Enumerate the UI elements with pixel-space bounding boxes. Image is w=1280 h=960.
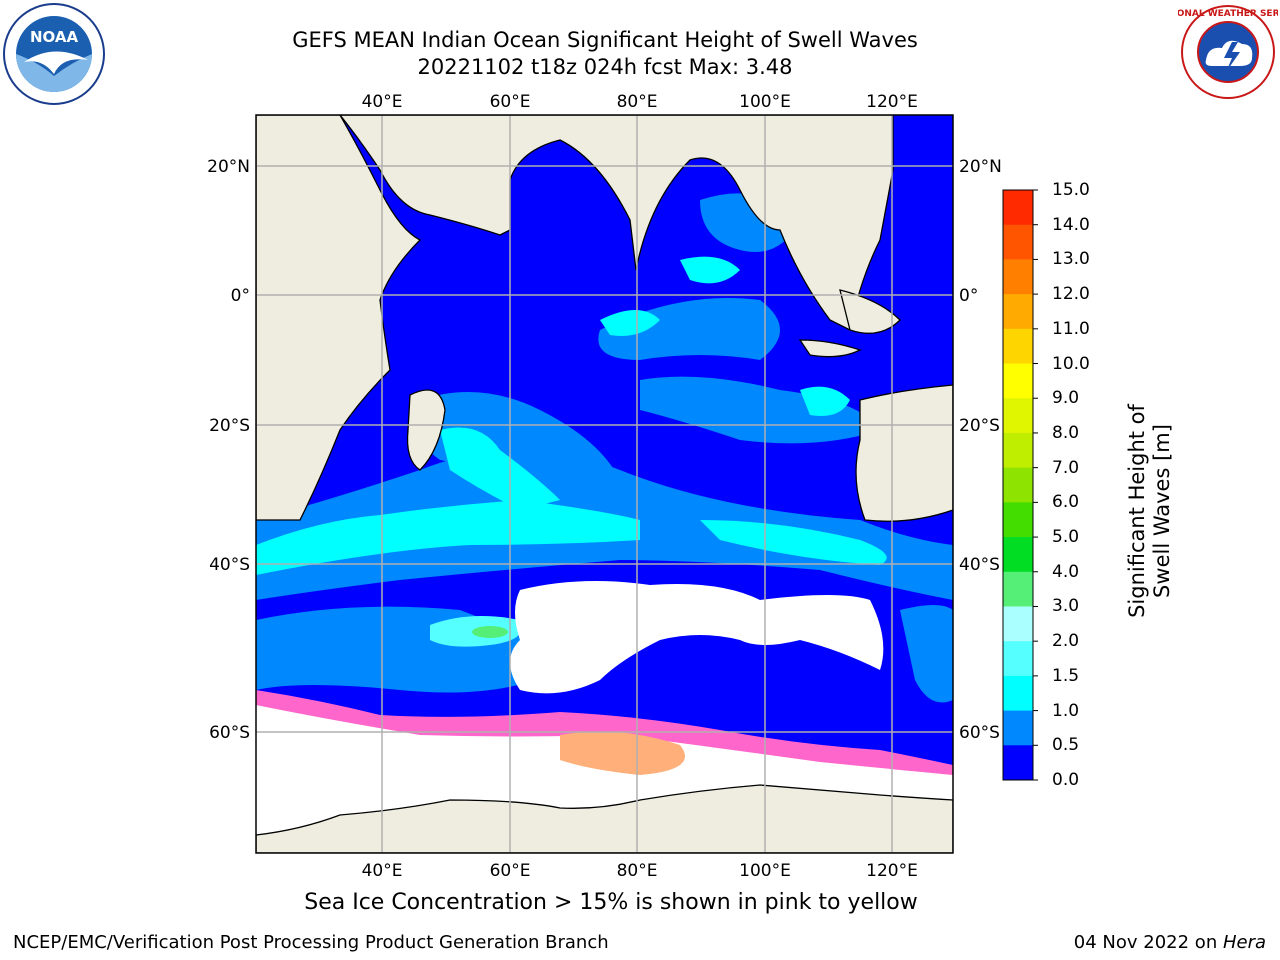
lat-ticks-left: 20°N 0° 20°S 40°S 60°S: [207, 157, 250, 743]
colorbar-tick-label: 9.0: [1052, 388, 1080, 409]
colorbar-tick-label: 6.0: [1052, 492, 1080, 513]
land-africa: [256, 115, 422, 521]
land-antarctica: [256, 784, 953, 853]
swell-band-1-0: [440, 427, 560, 510]
colorbar-segment: [1003, 641, 1033, 677]
colorbar-segment: [1003, 537, 1033, 573]
lon-tick: 40°E: [362, 92, 403, 112]
lon-tick: 80°E: [617, 861, 658, 881]
map-gridlines: [256, 115, 953, 853]
colorbar-segment: [1003, 571, 1033, 607]
swell-band-1-0: [600, 310, 660, 336]
lon-tick: 100°E: [739, 92, 791, 112]
colorbar-segment: [1003, 224, 1033, 260]
swell-max-area: [472, 626, 508, 638]
colorbar-segment: [1003, 710, 1033, 746]
lon-tick: 120°E: [866, 92, 918, 112]
colorbar-tick-label: 2.0: [1052, 631, 1080, 652]
colorbar-tick-label: 13.0: [1052, 249, 1090, 270]
map-frame: [255, 114, 954, 854]
swell-band-0-5: [640, 376, 880, 444]
footer-host: Hera: [1222, 932, 1266, 953]
lat-tick: 0°: [231, 286, 250, 306]
colorbar: [1002, 189, 1038, 781]
lat-ticks-right: 20°N 0° 20°S 40°S 60°S: [959, 157, 1002, 743]
lon-tick: 120°E: [866, 861, 918, 881]
colorbar-segment: [1003, 467, 1033, 503]
colorbar-tick-label: 1.0: [1052, 700, 1080, 721]
lat-tick: 0°: [959, 286, 978, 306]
colorbar-segment: [1003, 432, 1033, 469]
colorbar-tick-label: 15.0: [1052, 180, 1090, 200]
lat-tick: 60°S: [959, 723, 1000, 743]
footer-date-text: 04 Nov 2022 on: [1073, 932, 1223, 953]
swell-band-1-0: [700, 520, 887, 565]
nws-logo-text: NATIONAL WEATHER SERVICE: [1178, 9, 1278, 19]
colorbar-segment: [1003, 190, 1033, 226]
colorbar-tick-label: 14.0: [1052, 214, 1090, 235]
sea-ice-caption: Sea Ice Concentration > 15% is shown in …: [304, 890, 918, 915]
swell-band-1-0: [256, 500, 640, 575]
land-madagascar: [406, 389, 446, 471]
footer-date: 04 Nov 2022 on Hera: [1074, 932, 1266, 953]
lon-tick: 40°E: [362, 861, 403, 881]
swell-band-0-5: [900, 605, 953, 703]
national-weather-service-logo: NATIONAL WEATHER SERVICE: [1178, 5, 1278, 99]
colorbar-frame: [1002, 189, 1034, 781]
colorbar-label: Significant Height of Swell Waves [m]: [1125, 404, 1174, 618]
map-title: GEFS MEAN Indian Ocean Significant Heigh…: [292, 28, 918, 52]
colorbar-tick-label: 11.0: [1052, 318, 1090, 339]
lat-tick: 40°S: [959, 555, 1000, 575]
colorbar-segment: [1003, 606, 1033, 642]
lat-tick: 20°N: [959, 157, 1002, 177]
colorbar-tick-label: 3.0: [1052, 596, 1080, 617]
colorbar-tick-label: 0.5: [1052, 735, 1080, 756]
land-indonesia: [798, 289, 901, 358]
noaa-logo-text: NOAA: [30, 28, 79, 46]
swell-band-1-0: [800, 386, 850, 416]
lon-tick: 80°E: [617, 92, 658, 112]
colorbar-tick-label: 1.5: [1052, 665, 1080, 686]
colorbar-tick-label: 12.0: [1052, 284, 1090, 305]
colorbar-segment: [1003, 398, 1033, 434]
colorbar-tick-label: 4.0: [1052, 561, 1080, 582]
colorbar-segment: [1003, 745, 1033, 781]
lat-tick: 20°S: [209, 416, 250, 436]
colorbar-segment: [1003, 363, 1033, 399]
lon-tick: 100°E: [739, 861, 791, 881]
lon-tick: 60°E: [490, 92, 531, 112]
lat-tick: 60°S: [209, 723, 250, 743]
map-subtitle: 20221102 t18z 024h fcst Max: 3.48: [417, 55, 793, 79]
colorbar-segment: [1003, 675, 1033, 712]
colorbar-segment: [1003, 502, 1033, 538]
noaa-logo: NOAA: [3, 3, 105, 105]
colorbar-tick-label: 0.0: [1052, 770, 1080, 790]
no-data-area: [510, 581, 884, 694]
lat-tick: 20°S: [959, 416, 1000, 436]
colorbar-tick-label: 8.0: [1052, 422, 1080, 443]
map-field: [256, 115, 953, 853]
lon-ticks-bottom: 40°E 60°E 80°E 100°E 120°E: [362, 861, 918, 881]
lat-tick: 40°S: [209, 555, 250, 575]
swell-band-1-0: [680, 256, 740, 284]
footer-credit: NCEP/EMC/Verification Post Processing Pr…: [13, 932, 609, 953]
colorbar-tick-label: 10.0: [1052, 353, 1090, 374]
lon-ticks-top: 40°E 60°E 80°E 100°E 120°E: [362, 92, 918, 112]
lat-tick: 20°N: [207, 157, 250, 177]
colorbar-tick-label: 5.0: [1052, 527, 1080, 548]
colorbar-segment: [1003, 259, 1033, 295]
swell-band-0-5: [417, 392, 620, 500]
colorbar-tick-label: 7.0: [1052, 457, 1080, 478]
colorbar-segment: [1003, 294, 1033, 330]
lon-tick: 60°E: [490, 861, 531, 881]
sea-ice-high: [560, 731, 685, 775]
land-australia: [855, 384, 953, 522]
colorbar-segment: [1003, 328, 1033, 365]
